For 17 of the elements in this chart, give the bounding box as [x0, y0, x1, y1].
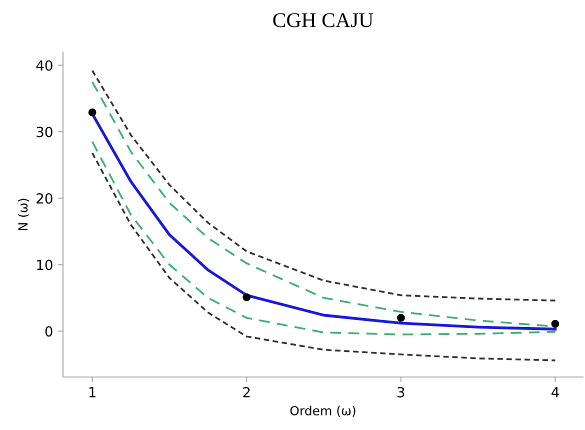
x-tick-label: 1 — [89, 387, 96, 398]
y-tick-label: 10 — [37, 260, 52, 270]
x-tick-label: 2 — [243, 386, 250, 398]
x-tick-label: 3 — [398, 386, 404, 398]
y-tick-label: 40 — [36, 60, 52, 71]
point — [551, 320, 560, 328]
point — [88, 108, 96, 116]
y-tick-label: 30 — [36, 126, 52, 138]
x-tick-label: 4 — [551, 387, 559, 398]
y-tick-label: 20 — [36, 193, 52, 204]
chart-title: CGH CAJU — [273, 13, 374, 28]
point — [242, 293, 251, 302]
y-axis-title: N (ω) — [18, 198, 30, 230]
line-series — [91, 152, 556, 362]
y-tick-label: 0 — [45, 326, 52, 337]
x-axis-title: Ordem (ω) — [290, 406, 356, 417]
point — [396, 314, 405, 322]
